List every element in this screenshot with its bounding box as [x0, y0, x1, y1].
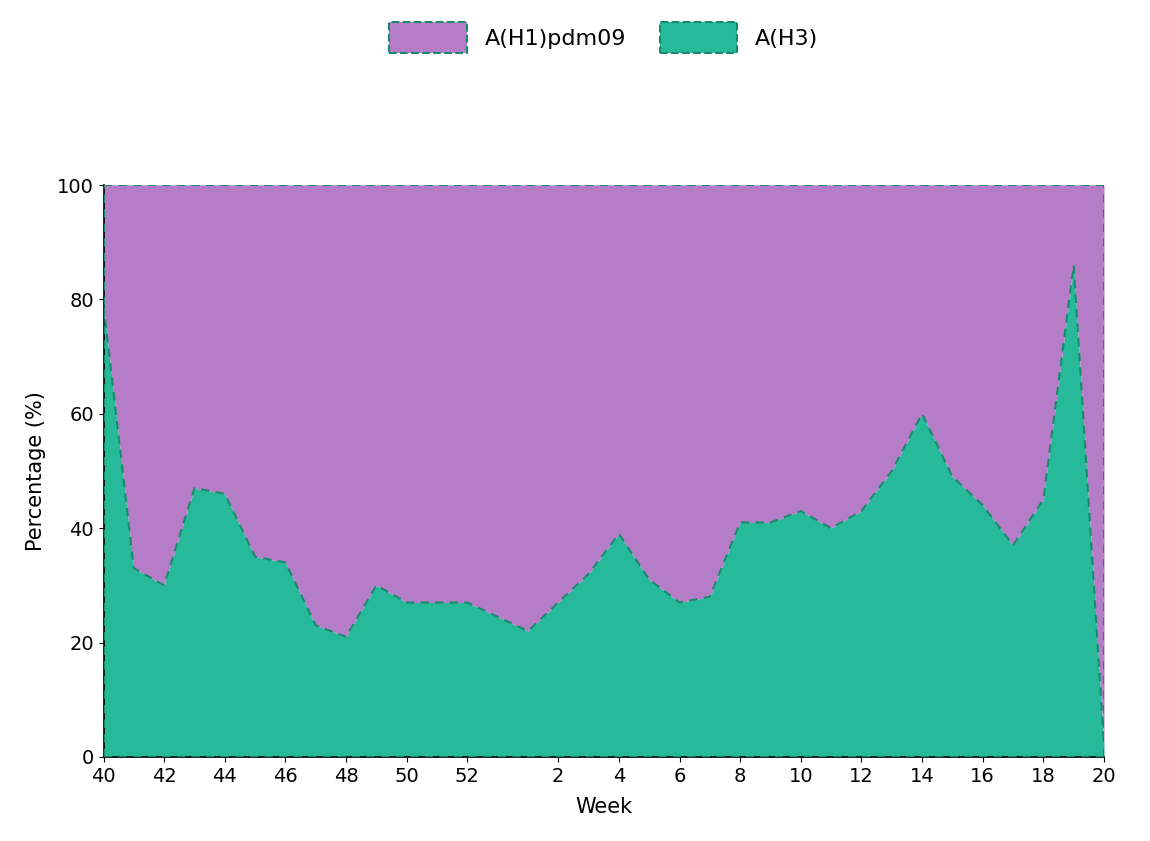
X-axis label: Week: Week [575, 796, 632, 817]
Legend: A(H1)pdm09, A(H3): A(H1)pdm09, A(H3) [381, 13, 827, 62]
Y-axis label: Percentage (%): Percentage (%) [25, 391, 46, 551]
